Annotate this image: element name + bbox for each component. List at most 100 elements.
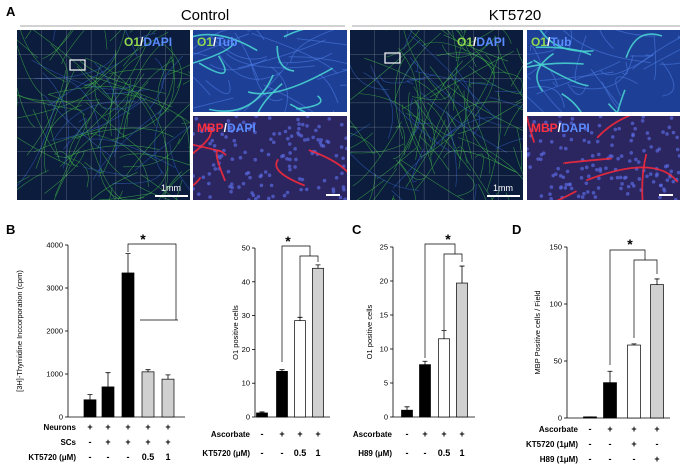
error-bar	[459, 265, 465, 284]
nucleus	[282, 193, 287, 198]
y-tick-label: 1000	[46, 370, 63, 379]
nucleus	[305, 116, 310, 119]
nucleus	[663, 164, 668, 169]
nucleus	[334, 153, 339, 158]
fiber	[56, 156, 89, 188]
nucleus	[193, 187, 195, 191]
fiber	[490, 71, 523, 94]
nucleus	[230, 129, 234, 133]
fiber	[350, 123, 371, 138]
nucleus	[296, 117, 300, 122]
fiber	[154, 109, 165, 175]
fiber	[457, 146, 468, 164]
nucleus	[241, 120, 246, 125]
nucleus	[285, 156, 289, 161]
nucleus	[589, 130, 594, 135]
nucleus	[595, 139, 600, 144]
nucleus	[610, 135, 615, 139]
nucleus	[569, 121, 574, 125]
nucleus	[252, 121, 256, 126]
fiber	[586, 166, 679, 183]
fiber	[395, 125, 406, 156]
nucleus	[568, 182, 572, 187]
condition-value: -	[589, 454, 592, 464]
fiber	[89, 138, 176, 168]
condition-value: -	[609, 439, 612, 449]
fiber	[393, 111, 420, 160]
fiber	[561, 92, 582, 112]
nucleus	[597, 176, 601, 181]
fiber	[208, 74, 274, 112]
fiber	[317, 69, 347, 81]
fiber	[539, 71, 614, 82]
fiber	[411, 148, 424, 183]
nucleus	[610, 154, 614, 159]
nucleus	[613, 127, 618, 132]
fiber	[275, 158, 306, 187]
significance-bracket	[443, 253, 463, 330]
nucleus	[548, 192, 552, 196]
nucleus	[539, 152, 544, 157]
nucleus	[237, 185, 241, 189]
y-axis-label: O1 positive cells	[365, 304, 374, 359]
nucleus	[629, 151, 634, 155]
fiber	[123, 59, 174, 139]
nucleus	[345, 146, 347, 151]
condition-value: 1	[165, 452, 170, 462]
y-tick-label: 20	[380, 277, 388, 286]
fiber	[296, 95, 322, 110]
fiber	[350, 132, 373, 149]
nucleus	[229, 189, 233, 194]
fiber	[178, 125, 190, 145]
fiber	[237, 39, 326, 69]
fiber	[32, 30, 112, 101]
fiber	[449, 73, 491, 174]
fiber	[84, 161, 103, 174]
bar	[294, 320, 306, 418]
nucleus	[293, 165, 297, 169]
fiber	[599, 30, 614, 49]
nucleus	[641, 116, 646, 119]
fiber	[112, 170, 163, 184]
condition-value: -	[406, 429, 409, 439]
fiber	[446, 30, 467, 52]
fiber	[444, 117, 501, 138]
fiber	[276, 45, 295, 72]
fiber	[34, 54, 116, 79]
nucleus	[327, 117, 332, 121]
fiber	[193, 97, 234, 109]
fiber	[247, 67, 334, 95]
fiber	[251, 32, 338, 74]
nucleus	[289, 134, 294, 139]
group-title: Control	[181, 7, 229, 24]
fiber	[352, 121, 402, 187]
nucleus	[619, 186, 623, 191]
nucleus	[591, 163, 595, 168]
y-axis-label: O1 positive cells	[231, 305, 240, 360]
fiber	[409, 57, 502, 127]
bar	[456, 282, 468, 418]
nucleus	[244, 171, 249, 176]
fiber	[446, 113, 457, 188]
nucleus	[651, 180, 656, 184]
y-tick-label: 3000	[46, 284, 63, 293]
fiber	[90, 172, 138, 200]
condition-value: +	[145, 422, 150, 432]
bar	[121, 272, 135, 418]
nucleus	[343, 197, 347, 200]
nucleus	[563, 146, 568, 151]
nucleus	[598, 169, 603, 173]
nucleus	[302, 138, 307, 142]
fiber	[350, 133, 381, 158]
fiber	[469, 82, 486, 88]
nucleus	[669, 169, 674, 174]
fiber	[177, 199, 178, 200]
nucleus	[616, 156, 620, 161]
y-tick-label: 10	[380, 345, 388, 354]
fiber	[71, 127, 174, 139]
fiber	[76, 42, 148, 140]
fiber	[99, 193, 152, 200]
significance-bracket	[633, 259, 658, 338]
nucleus	[222, 148, 226, 153]
fiber	[296, 107, 335, 112]
